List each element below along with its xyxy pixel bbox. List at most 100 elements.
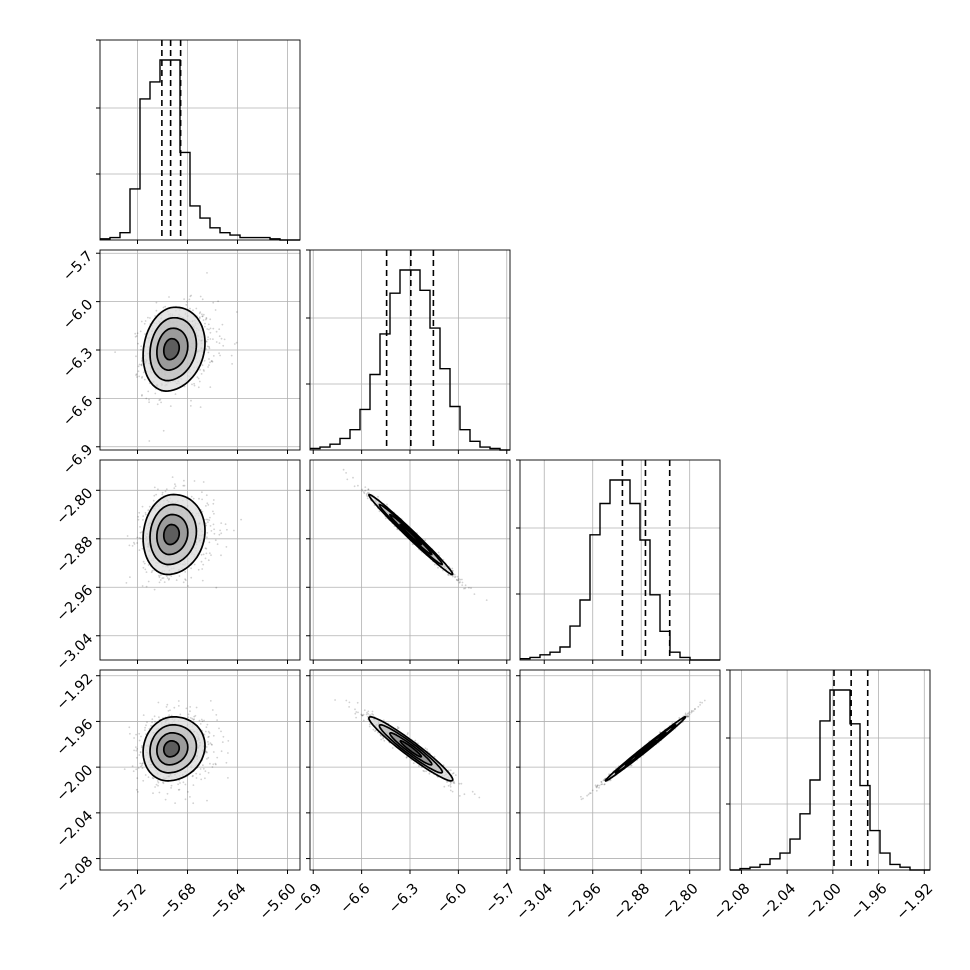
sample-point <box>135 335 138 337</box>
sample-point <box>168 714 171 716</box>
sample-point <box>153 715 156 718</box>
sample-point <box>136 332 139 335</box>
sample-point <box>137 370 140 373</box>
sample-point <box>449 784 452 786</box>
sample-point <box>209 742 212 744</box>
sample-point <box>190 495 193 498</box>
sample-point <box>207 338 209 341</box>
sample-point <box>173 487 176 489</box>
sample-point <box>396 528 398 530</box>
sample-point <box>138 511 141 514</box>
sample-point <box>153 486 156 489</box>
sample-point <box>131 765 134 768</box>
sample-point <box>449 789 452 792</box>
sample-point <box>449 769 452 772</box>
sample-point <box>345 699 348 702</box>
sample-point <box>169 405 172 407</box>
sample-point <box>199 723 202 725</box>
sample-point <box>142 714 145 716</box>
histogram-panel-4 <box>726 669 931 874</box>
sample-point <box>368 723 371 726</box>
sample-point <box>208 552 211 555</box>
sample-point <box>189 307 191 310</box>
sample-point <box>190 294 193 297</box>
sample-point <box>164 490 167 493</box>
sample-point <box>134 335 137 338</box>
sample-point <box>188 298 191 301</box>
histogram-panel-2 <box>306 249 511 454</box>
sample-point <box>209 700 212 702</box>
scatter-panel-1-2 <box>96 249 301 454</box>
sample-point <box>212 523 215 526</box>
sample-point <box>353 485 356 488</box>
density-fill <box>400 740 422 757</box>
sample-point <box>205 547 208 550</box>
sample-point <box>156 780 159 782</box>
sample-point <box>212 301 215 304</box>
sample-point <box>459 578 462 581</box>
sample-point <box>170 714 173 717</box>
sample-point <box>366 497 369 500</box>
sample-point <box>377 731 379 734</box>
sample-point <box>225 761 228 764</box>
sample-point <box>352 476 354 479</box>
sample-point <box>158 574 160 577</box>
density-contour <box>142 493 206 576</box>
sample-point <box>201 364 204 367</box>
sample-point <box>189 796 191 798</box>
sample-point <box>157 784 159 787</box>
sample-point <box>170 784 173 787</box>
sample-point <box>205 340 208 343</box>
sample-point <box>361 488 363 491</box>
sample-point <box>346 478 349 481</box>
sample-point <box>201 298 204 301</box>
sample-point <box>231 363 234 365</box>
sample-point <box>362 491 365 493</box>
density-contour <box>156 327 189 372</box>
sample-point <box>205 552 208 555</box>
sample-point <box>201 315 204 318</box>
sample-point <box>148 398 150 401</box>
sample-point <box>609 779 612 782</box>
sample-point <box>144 568 147 571</box>
sample-point <box>204 325 206 328</box>
sample-point <box>468 586 470 589</box>
sample-point <box>202 553 205 556</box>
sample-point <box>154 786 157 788</box>
sample-point <box>141 377 143 379</box>
sample-point <box>159 574 162 577</box>
sample-point <box>155 493 158 496</box>
sample-point <box>204 547 207 550</box>
sample-point <box>686 715 689 718</box>
sample-point <box>396 726 399 728</box>
sample-point <box>162 781 164 784</box>
sample-point <box>215 763 217 766</box>
sample-point <box>142 515 145 517</box>
sample-point <box>201 579 204 582</box>
sample-point <box>371 713 373 715</box>
sample-point <box>215 714 218 716</box>
sample-point <box>454 575 457 578</box>
sample-point <box>170 787 173 789</box>
sample-point <box>160 401 163 404</box>
sample-point <box>196 376 199 378</box>
sample-point <box>200 778 203 781</box>
sample-point <box>206 751 209 754</box>
sample-point <box>202 319 205 322</box>
sample-point <box>142 519 144 521</box>
sample-point <box>193 563 196 566</box>
sample-point <box>191 383 193 386</box>
sample-point <box>206 723 209 726</box>
sample-point <box>365 494 368 496</box>
sample-point <box>146 721 148 724</box>
sample-point <box>141 505 144 508</box>
density-contour <box>378 503 444 566</box>
sample-point <box>210 743 213 746</box>
sample-point <box>379 735 382 737</box>
sample-point <box>149 317 151 319</box>
sample-point <box>348 706 350 708</box>
sample-point <box>166 577 169 579</box>
sample-point <box>422 769 425 772</box>
sample-point <box>195 777 198 779</box>
sample-point <box>135 768 138 771</box>
